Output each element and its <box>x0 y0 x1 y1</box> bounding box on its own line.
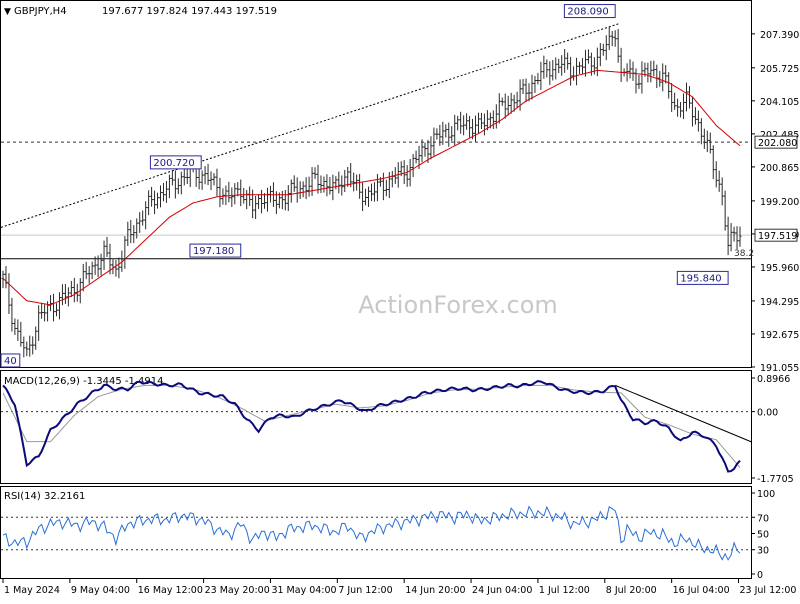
time-tick-label-10: 16 Jul 04:00 <box>673 585 730 596</box>
watermark: ActionForex.com <box>358 291 558 319</box>
rsi-tick-label-4: 0 <box>757 570 763 581</box>
level-tag-label-1: 197.519 <box>758 231 797 242</box>
macd-title: MACD(12,26,9) -1.3445 -1.4914 <box>4 376 164 387</box>
annotation-box-2 <box>189 243 242 258</box>
rsi-title: RSI(14) 32.2161 <box>4 491 85 502</box>
symbol-label: GBPJPY,H4 <box>14 6 67 17</box>
macd-layer <box>1 380 753 473</box>
price-tick-label-3: 202.485 <box>760 130 799 141</box>
rsi-panel-frame <box>0 486 752 579</box>
price-layer: 38.2 208.090 200.720 197.180 195.840 40 <box>0 4 754 368</box>
time-tick-label-5: 7 Jun 12:00 <box>338 585 392 596</box>
rsi-tick-label-2: 50 <box>757 530 769 541</box>
price-tick-label-5: 199.200 <box>760 197 799 208</box>
annotation-label-0: 208.090 <box>567 7 608 18</box>
time-tick-label-9: 8 Jul 20:00 <box>606 585 657 596</box>
price-header-triangle: ▼ <box>4 7 11 17</box>
time-tick-label-4: 31 May 04:00 <box>271 585 336 596</box>
price-tick-label-1: 205.725 <box>760 64 799 75</box>
price-tick-label-2: 204.105 <box>760 97 799 108</box>
annotation-box-3 <box>676 270 729 285</box>
rsi-layer <box>1 505 751 561</box>
level-tag-box-1 <box>754 228 798 242</box>
annotation-label-4: 40 <box>4 356 17 367</box>
annotation-box-4 <box>0 353 21 368</box>
time-tick-label-7: 24 Jun 04:00 <box>472 585 532 596</box>
time-tick-label-3: 23 May 20:00 <box>205 585 270 596</box>
time-tick-label-2: 16 May 12:00 <box>138 585 203 596</box>
level-label-2: 38.2 <box>734 249 754 259</box>
level-tag-label-0: 202.080 <box>758 138 797 149</box>
axis-layer: 207.390 205.725 204.105 202.485 200.865 199.2… <box>2 30 799 596</box>
price-tick-label-4: 200.865 <box>760 163 799 174</box>
time-tick-label-6: 14 Jun 20:00 <box>405 585 465 596</box>
time-tick-label-0: 1 May 2024 <box>4 585 60 596</box>
price-trendline <box>0 23 620 228</box>
annotation-box-0 <box>563 4 616 19</box>
rsi-line <box>2 505 741 561</box>
macd-tick-label-0: 0.8966 <box>757 374 790 385</box>
annotation-label-3: 195.840 <box>680 273 721 284</box>
macd-panel-frame <box>0 370 752 484</box>
time-tick-label-11: 23 Jul 12:00 <box>740 585 797 596</box>
price-tick-label-7: 195.960 <box>760 263 799 274</box>
rsi-tick-label-0: 100 <box>757 489 775 500</box>
level-tag-box-0 <box>754 135 798 149</box>
ohlc-label: 197.677 197.824 197.443 197.519 <box>102 6 277 17</box>
macd-tick-label-2: -1.7705 <box>757 474 794 485</box>
price-panel-frame <box>0 0 752 368</box>
time-tick-label-8: 1 Jul 12:00 <box>539 585 590 596</box>
rsi-tick-label-1: 70 <box>757 513 769 524</box>
rsi-tick-label-3: 30 <box>757 546 769 557</box>
price-tick-label-9: 192.675 <box>760 330 799 341</box>
annotation-label-1: 200.720 <box>153 158 194 169</box>
price-tick-label-10: 191.055 <box>760 363 799 374</box>
time-tick-label-1: 9 May 04:00 <box>71 585 130 596</box>
moving-average-line <box>2 69 741 306</box>
price-tick-label-0: 207.390 <box>760 30 799 41</box>
macd-trendline <box>614 384 753 443</box>
macd-tick-label-1: 0.00 <box>757 408 778 419</box>
price-tick-label-8: 194.295 <box>760 297 799 308</box>
annotation-box-1 <box>149 155 202 170</box>
macd-line <box>2 380 741 473</box>
annotation-label-2: 197.180 <box>193 246 234 257</box>
